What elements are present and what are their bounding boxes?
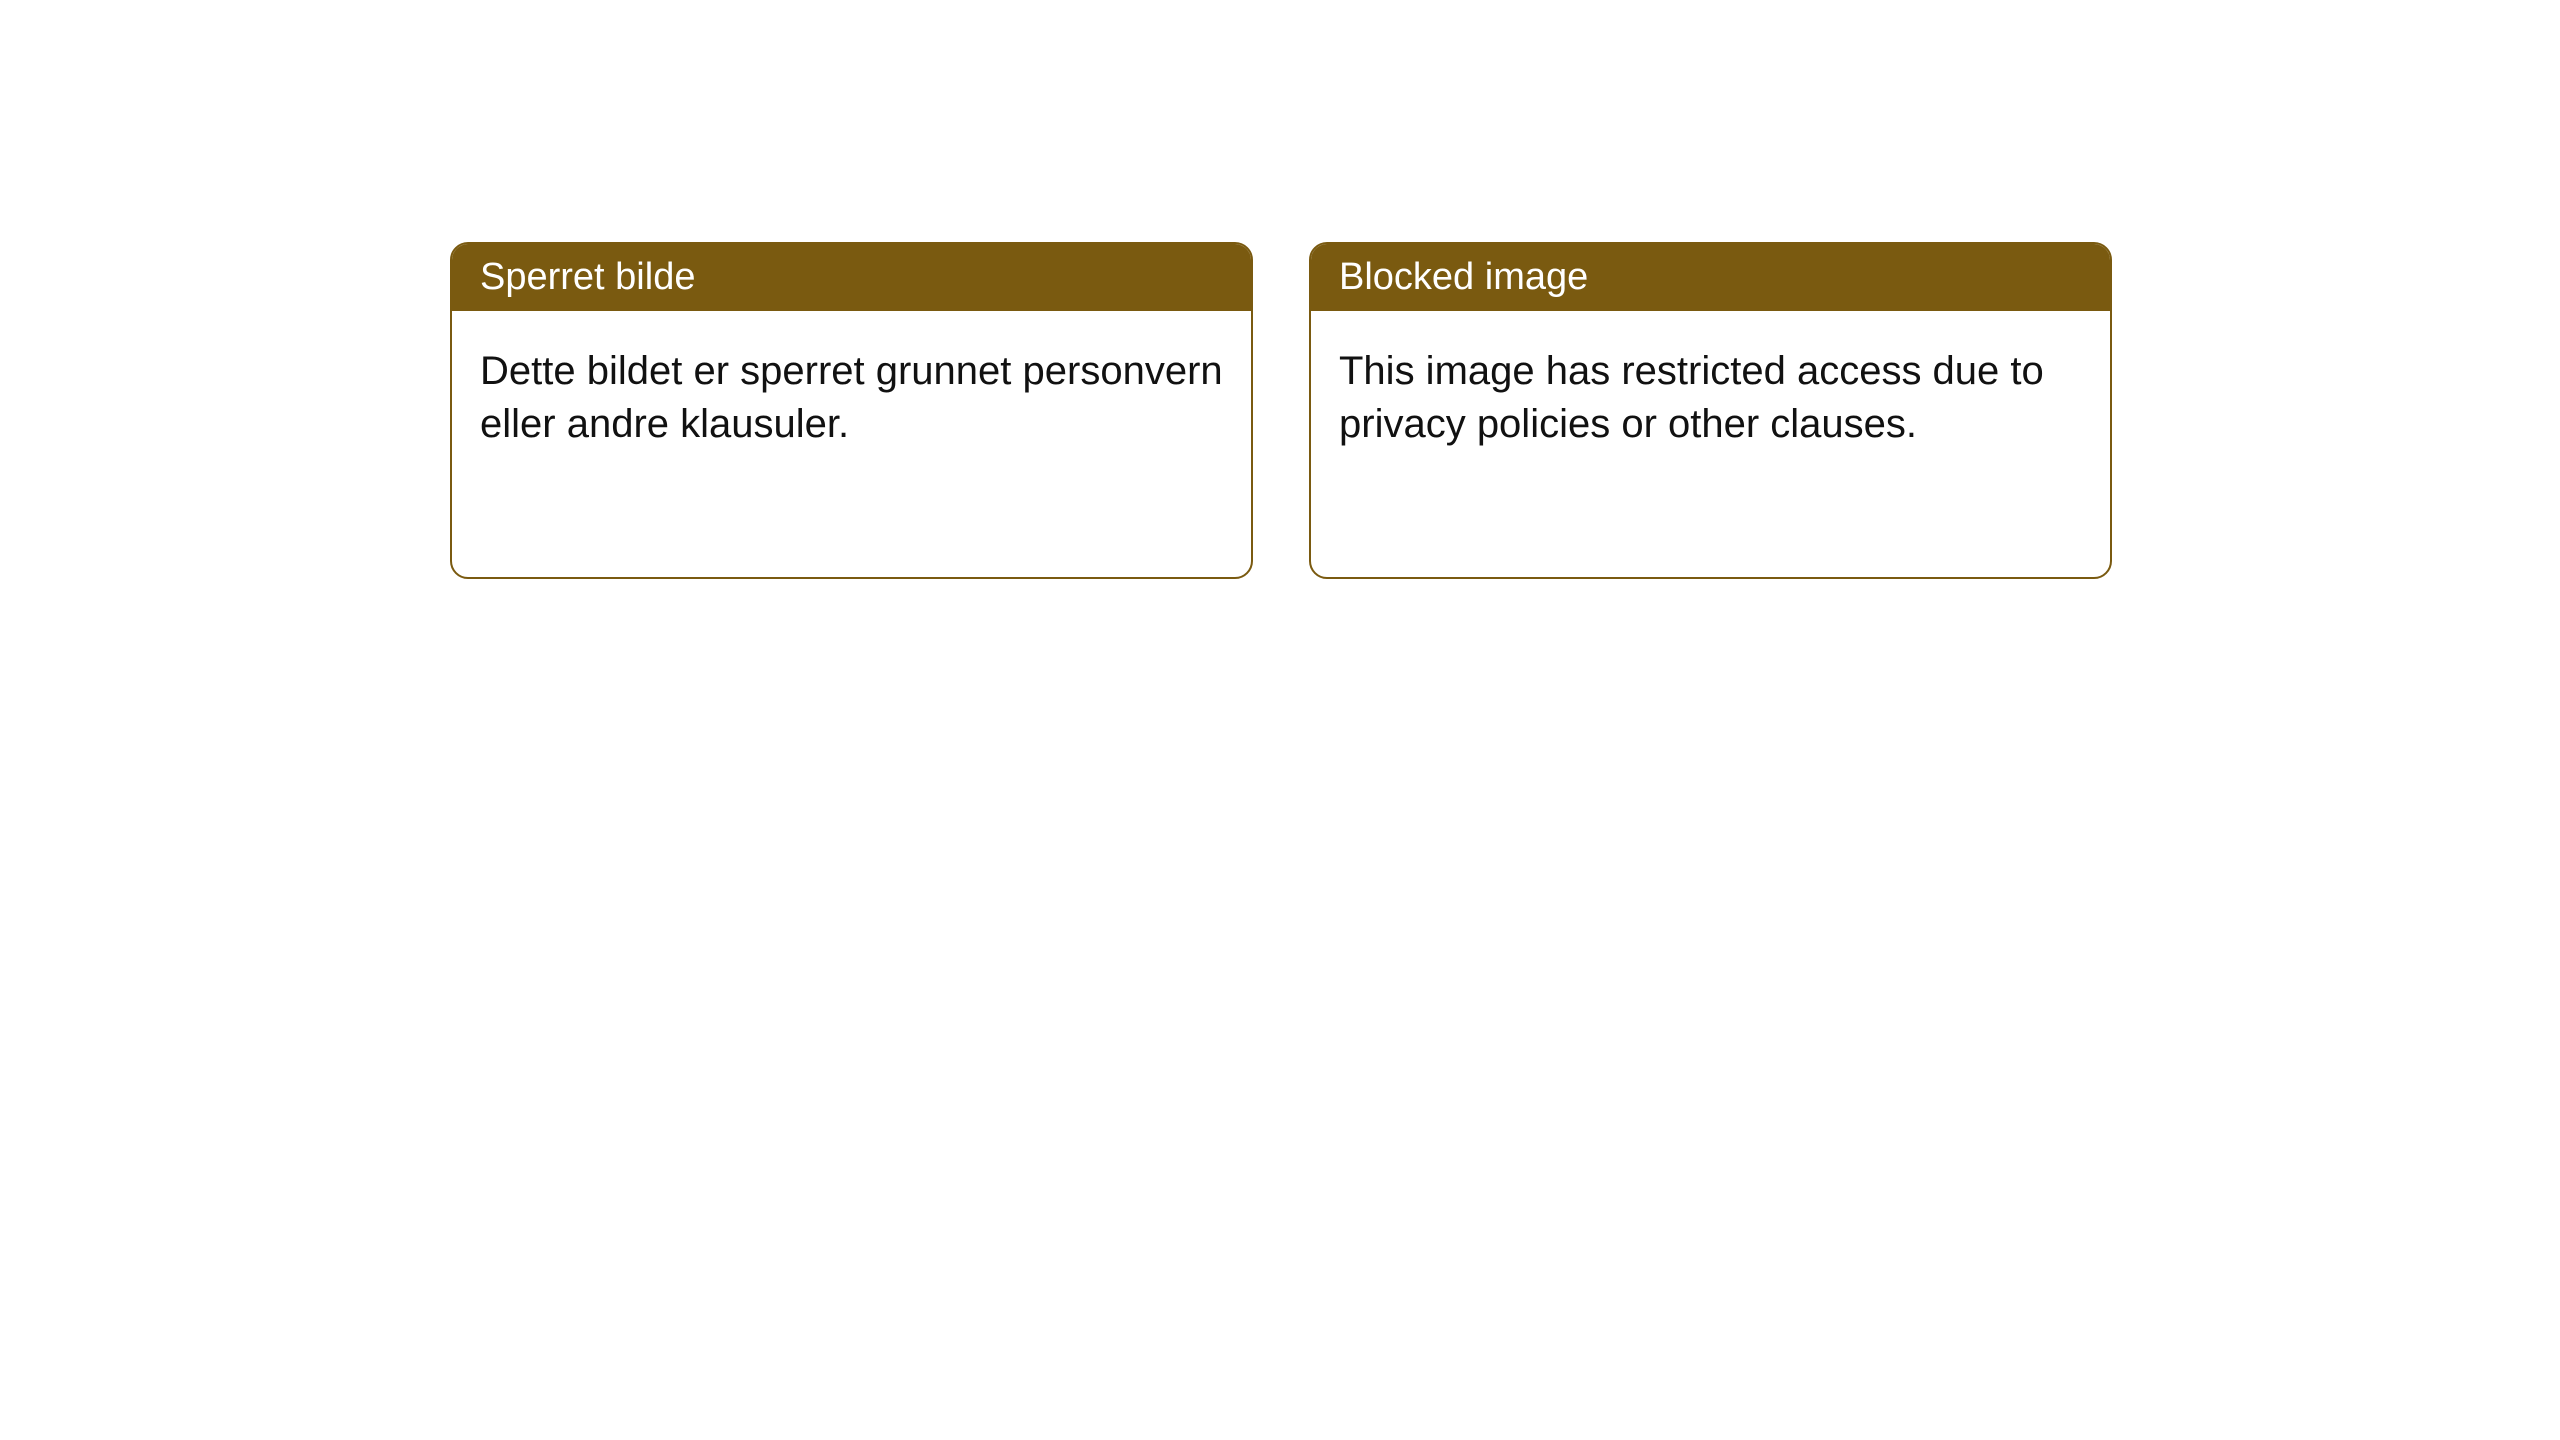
card-header: Sperret bilde [452, 244, 1251, 311]
notice-card-english: Blocked image This image has restricted … [1309, 242, 2112, 579]
card-body: Dette bildet er sperret grunnet personve… [452, 311, 1251, 485]
card-body: This image has restricted access due to … [1311, 311, 2110, 485]
notice-container: Sperret bilde Dette bildet er sperret gr… [450, 242, 2112, 579]
card-header: Blocked image [1311, 244, 2110, 311]
notice-card-norwegian: Sperret bilde Dette bildet er sperret gr… [450, 242, 1253, 579]
